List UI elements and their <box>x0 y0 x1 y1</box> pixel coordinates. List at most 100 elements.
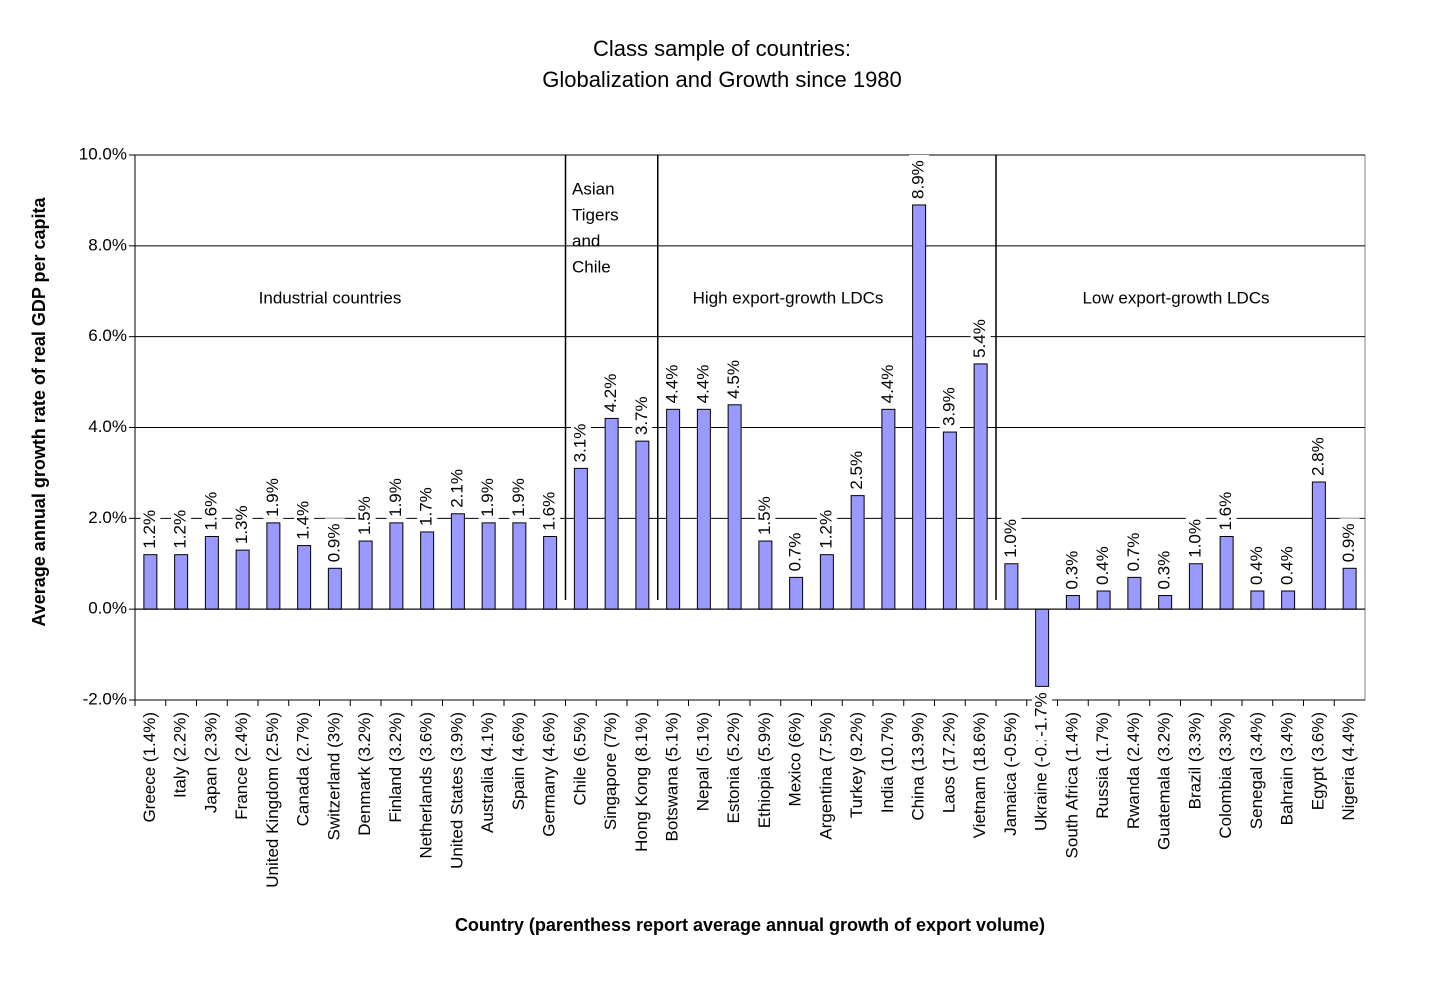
x-tick-label: Finland (3.2%) <box>386 712 405 823</box>
value-label-bg <box>786 527 807 574</box>
value-label: 0.9% <box>1339 524 1358 563</box>
value-label-bg <box>816 504 837 551</box>
value-label: 0.3% <box>1062 551 1081 590</box>
x-axis-title: Country (parenthess report average annua… <box>455 915 1045 935</box>
value-label-bg <box>386 472 407 519</box>
x-tick-label: South Africa (1.4%) <box>1062 712 1081 858</box>
value-label-bg <box>909 154 930 201</box>
group-label: Asian <box>572 179 615 198</box>
bar <box>1250 590 1265 610</box>
value-label: 0.7% <box>1124 533 1143 572</box>
y-tick-label: 0.0% <box>88 599 127 618</box>
value-label: 1.5% <box>755 496 774 535</box>
x-tick-label: United Kingdom (2.5%) <box>263 712 282 888</box>
y-tick-label: 4.0% <box>88 417 127 436</box>
value-label: -1.7% <box>1032 692 1051 736</box>
value-label-bg <box>1278 541 1299 587</box>
x-tick-label: Laos (17.2%) <box>939 712 958 813</box>
y-tick-label: 6.0% <box>88 326 127 345</box>
value-label: 1.2% <box>816 510 835 549</box>
x-tick-label: Hong Kong (8.1%) <box>632 712 651 852</box>
x-tick-label: Guatemala (3.2%) <box>1155 712 1174 850</box>
value-label: 4.4% <box>693 365 712 404</box>
x-tick-label: Australia (4.1%) <box>478 712 497 833</box>
bar <box>420 531 435 610</box>
x-tick-label: Canada (2.7%) <box>294 712 313 826</box>
x-tick-label: Senegal (3.4%) <box>1247 712 1266 829</box>
bar <box>727 404 742 610</box>
value-label-bg <box>232 500 253 547</box>
x-tick-label: Nepal (5.1%) <box>693 712 712 811</box>
value-label: 2.5% <box>847 451 866 490</box>
bar <box>942 431 957 610</box>
value-label: 3.9% <box>939 387 958 426</box>
bar <box>1096 590 1111 610</box>
bar <box>358 540 373 610</box>
value-label-bg <box>1308 432 1329 478</box>
x-tick-label: United States (3.9%) <box>447 712 466 869</box>
x-tick-label: Rwanda (2.4%) <box>1124 712 1143 829</box>
value-label-bg <box>693 359 714 406</box>
x-tick-label: Russia (1.7%) <box>1093 712 1112 819</box>
bar <box>819 554 834 610</box>
x-tick-label: Mexico (6%) <box>786 712 805 806</box>
x-tick-label: Botswana (5.1%) <box>663 712 682 841</box>
value-label: 0.9% <box>324 524 343 563</box>
group-label: and <box>572 231 600 250</box>
group-label: Tigers <box>572 205 619 224</box>
value-label: 1.6% <box>201 492 220 531</box>
bar <box>1004 563 1019 610</box>
value-label-bg <box>1032 690 1053 741</box>
chart-title: Class sample of countries: <box>593 36 851 61</box>
bar <box>327 567 342 610</box>
value-label: 5.4% <box>970 319 989 358</box>
value-label: 1.2% <box>140 510 159 549</box>
x-tick-label: Singapore (7%) <box>601 712 620 830</box>
bar <box>1035 608 1050 687</box>
group-label: Low export-growth LDCs <box>1082 288 1269 307</box>
value-label: 1.9% <box>509 478 528 517</box>
x-tick-label: Ukraine (-0.2%) <box>1032 712 1051 831</box>
value-label: 1.7% <box>417 487 436 526</box>
value-label: 0.4% <box>1278 546 1297 585</box>
x-tick-label: Estonia (5.2%) <box>724 712 743 824</box>
x-tick-label: Brazil (3.3%) <box>1185 712 1204 809</box>
value-label-bg <box>939 382 960 429</box>
value-label-bg <box>755 491 776 538</box>
x-tick-label: Jamaica (-0.5%) <box>1001 712 1020 836</box>
x-tick-label: Nigeria (4.4%) <box>1339 712 1358 821</box>
x-tick-label: Switzerland (3%) <box>324 712 343 841</box>
bar <box>204 536 219 610</box>
x-tick-label: Japan (2.3%) <box>201 712 220 813</box>
value-label: 8.9% <box>909 160 928 199</box>
x-tick-label: France (2.4%) <box>232 712 251 820</box>
y-tick-label: 10.0% <box>79 144 127 163</box>
value-label: 1.9% <box>478 478 497 517</box>
value-label-bg <box>478 472 499 519</box>
chart-title: Globalization and Growth since 1980 <box>542 67 902 92</box>
value-label-bg <box>324 518 345 565</box>
x-tick-label: Egypt (3.6%) <box>1308 712 1327 810</box>
bar <box>389 522 404 610</box>
value-label: 2.1% <box>447 469 466 508</box>
value-label-bg <box>663 359 684 406</box>
x-tick-label: Netherlands (3.6%) <box>417 712 436 858</box>
bar <box>143 554 158 610</box>
value-label-bg <box>1155 545 1176 592</box>
y-axis-title: Average annual growth rate of real GDP p… <box>29 196 49 626</box>
value-label-bg <box>632 391 653 438</box>
value-label: 3.7% <box>632 396 651 435</box>
value-label: 1.4% <box>294 501 313 540</box>
x-tick-label: Denmark (3.2%) <box>355 712 374 836</box>
bar <box>1219 536 1234 610</box>
value-label-bg <box>601 368 622 415</box>
bar <box>512 522 527 610</box>
value-label: 1.5% <box>355 496 374 535</box>
group-label: Industrial countries <box>259 288 402 307</box>
x-tick-label: Argentina (7.5%) <box>816 712 835 840</box>
value-label: 1.0% <box>1185 519 1204 558</box>
y-tick-label: 8.0% <box>88 235 127 254</box>
bar <box>973 363 988 610</box>
